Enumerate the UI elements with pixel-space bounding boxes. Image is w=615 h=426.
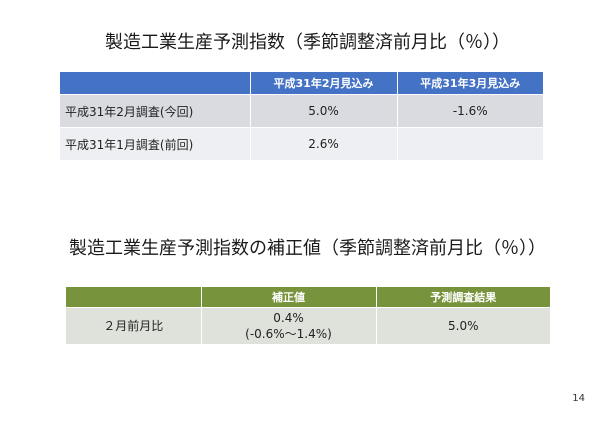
correction-cell: 0.4% (-0.6%～1.4%) [200,307,376,344]
survey-value: 5.0% [375,307,550,344]
forecast-index-table: 平成31年2月見込み 平成31年3月見込み 平成31年2月調査(今回) 5.0%… [60,72,543,160]
cell-value: 2.6% [249,127,397,160]
header-mar-forecast: 平成31年3月見込み [396,72,543,95]
header-feb-forecast: 平成31年2月見込み [249,72,397,95]
corrected-index-table: 補正値 予測調査結果 ２月前月比 0.4% (-0.6%～1.4%) 5.0% [66,287,550,344]
row-label: 平成31年1月調査(前回) [60,127,250,160]
section2-title: 製造工業生産予測指数の補正値（季節調整済前月比（％）） [69,238,546,259]
header-blank [66,287,201,308]
cell-value: -1.6% [396,94,543,128]
table-header-row: 平成31年2月見込み 平成31年3月見込み [60,72,543,95]
row-label: ２月前月比 [66,307,201,344]
header-correction: 補正値 [200,287,376,308]
row-label: 平成31年2月調査(今回) [60,94,250,128]
header-blank [60,72,250,95]
correction-range: (-0.6%～1.4%) [245,327,332,341]
table-header-row: 補正値 予測調査結果 [66,287,550,308]
section1-title: 製造工業生産予測指数（季節調整済前月比（％）） [105,32,510,53]
correction-value: 0.4% [273,311,304,325]
table-row: 平成31年2月調査(今回) 5.0% -1.6% [60,94,543,128]
header-survey-result: 予測調査結果 [375,287,550,308]
cell-value: 5.0% [249,94,397,128]
table-row: 平成31年1月調査(前回) 2.6% [60,127,543,160]
page-number: 14 [572,393,585,404]
cell-value [396,127,543,160]
table-row: ２月前月比 0.4% (-0.6%～1.4%) 5.0% [66,307,550,344]
